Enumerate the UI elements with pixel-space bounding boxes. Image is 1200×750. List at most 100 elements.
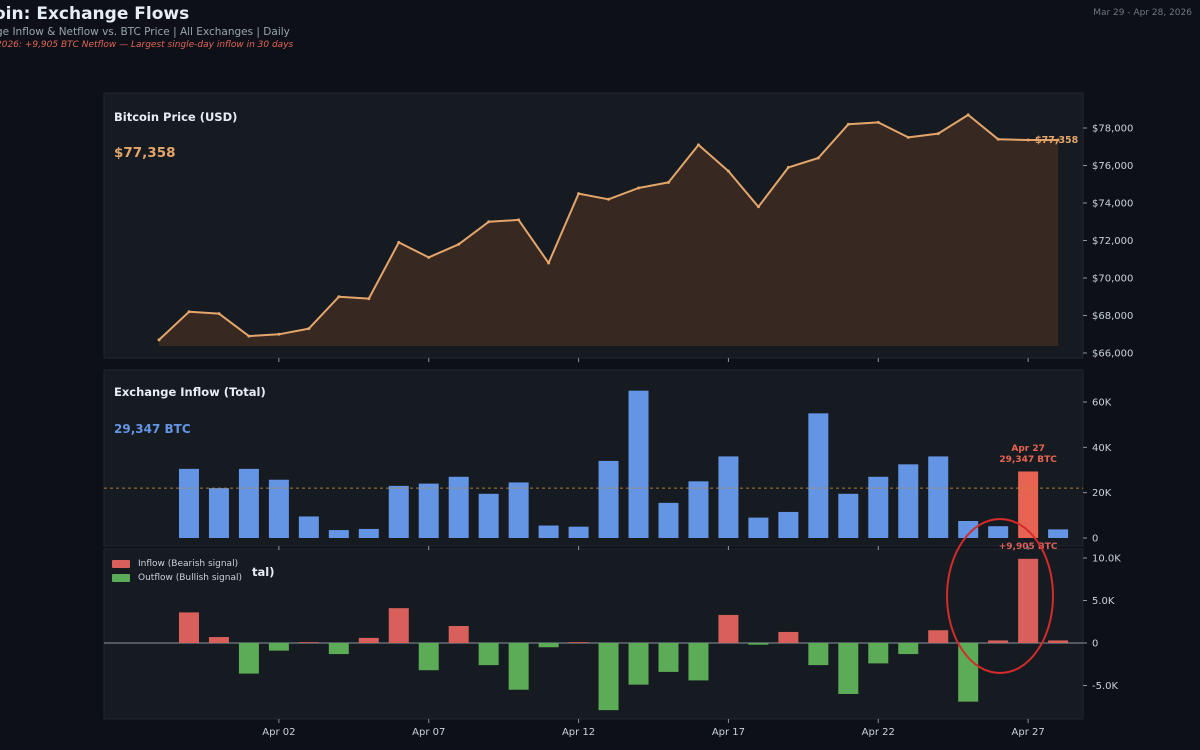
price-end-label: $77,358 (1035, 135, 1079, 146)
netflow-bar-negative (508, 643, 529, 690)
netflow-y-tick-label: 0 (1092, 639, 1098, 650)
inflow-y-tick-label: 60K (1092, 398, 1112, 409)
alert-text: 2026: +9,905 BTC Netflow — Largest singl… (0, 40, 294, 50)
netflow-bar-negative (808, 643, 829, 666)
inflow-bar (388, 485, 409, 538)
price-point (786, 165, 790, 169)
price-y-tick-label: $74,000 (1092, 199, 1133, 210)
price-point (157, 338, 161, 342)
inflow-bar (598, 460, 619, 538)
price-point (816, 156, 820, 160)
netflow-bar-positive (208, 637, 229, 643)
price-point (607, 197, 611, 201)
price-y-tick-label: $68,000 (1092, 311, 1133, 322)
price-point (996, 137, 1000, 141)
netflow-bar-negative (598, 643, 619, 711)
inflow-bar (838, 493, 859, 538)
netflow-panel-title: tal) (252, 565, 275, 579)
inflow-bar (298, 516, 319, 538)
netflow-bar-negative (418, 643, 439, 671)
netflow-bar-negative (958, 643, 979, 702)
legend-label-outflow: Outflow (Bullish signal) (138, 573, 242, 583)
x-tick-label: Apr 12 (562, 727, 595, 738)
legend-swatch-outflow (112, 574, 130, 582)
inflow-bar (778, 511, 799, 538)
price-point (547, 261, 551, 265)
price-point (1056, 138, 1060, 142)
netflow-y-tick-label: 5.0K (1092, 596, 1115, 607)
price-area (159, 114, 1059, 347)
netflow-bar-positive (448, 626, 469, 643)
inflow-bar (898, 464, 919, 538)
price-point (187, 310, 191, 314)
inflow-y-tick-label: 20K (1092, 488, 1112, 499)
inflow-y-tick-label: 0 (1092, 534, 1098, 545)
inflow-bar (478, 493, 499, 538)
netflow-bar-positive (298, 642, 319, 643)
price-y-tick-label: $78,000 (1092, 124, 1133, 135)
inflow-bar (208, 488, 229, 538)
inflow-bar (808, 413, 829, 538)
inflow-bar (1048, 529, 1069, 538)
price-point (637, 186, 641, 190)
price-point (936, 132, 940, 136)
price-y-tick-label: $76,000 (1092, 161, 1133, 172)
price-panel-title: Bitcoin Price (USD) (114, 110, 237, 124)
price-point (247, 334, 251, 338)
price-y-tick-label: $70,000 (1092, 274, 1133, 285)
netflow-bar-negative (328, 643, 349, 655)
price-point (906, 135, 910, 139)
netflow-bar-positive (1048, 640, 1069, 643)
inflow-bar (928, 456, 949, 538)
legend-label-inflow: Inflow (Bearish signal) (138, 559, 239, 569)
price-point (846, 122, 850, 126)
price-point (966, 113, 970, 117)
inflow-bar (688, 481, 709, 538)
inflow-bar (958, 521, 979, 538)
netflow-bar-positive (388, 608, 409, 643)
inflow-bar (988, 526, 1009, 538)
price-point (457, 242, 461, 246)
legend-item-inflow: Inflow (Bearish signal) (112, 557, 242, 571)
inflow-annotation-value: 29,347 BTC (999, 455, 1057, 465)
inflow-bar (718, 456, 739, 538)
price-point (487, 220, 491, 224)
netflow-bar-negative (538, 643, 559, 648)
price-point (517, 218, 521, 222)
inflow-y-tick-label: 40K (1092, 443, 1112, 454)
price-y-tick-label: $72,000 (1092, 236, 1133, 247)
netflow-bar-positive (928, 630, 949, 643)
price-y-tick-label: $66,000 (1092, 349, 1133, 360)
chart-title: oin: Exchange Flows (0, 4, 190, 24)
price-point (337, 295, 341, 299)
inflow-bar (508, 482, 529, 538)
price-point (696, 143, 700, 147)
netflow-bar-negative (868, 643, 889, 664)
price-point (756, 205, 760, 209)
netflow-bar-positive (178, 612, 199, 643)
price-point (277, 332, 281, 336)
netflow-bar-negative (898, 643, 919, 655)
inflow-bar (868, 476, 889, 538)
price-point (397, 240, 401, 244)
netflow-bar-negative (748, 643, 769, 645)
inflow-bar (748, 517, 769, 538)
price-point (367, 297, 371, 301)
netflow-y-tick-label: -5.0K (1092, 681, 1119, 692)
netflow-bar-positive (778, 631, 799, 643)
price-point (427, 255, 431, 259)
inflow-bar (418, 483, 439, 538)
inflow-bar (568, 526, 589, 538)
inflow-bar (358, 528, 379, 538)
netflow-bar-negative (628, 643, 649, 685)
inflow-bar (538, 525, 559, 538)
x-tick-label: Apr 02 (262, 727, 295, 738)
price-point (876, 120, 880, 124)
netflow-bar-positive (988, 640, 1009, 643)
netflow-bar-negative (658, 643, 679, 672)
inflow-annotation-date: Apr 27 (1011, 444, 1045, 454)
inflow-panel-title: Exchange Inflow (Total) (114, 385, 266, 399)
inflow-bar (658, 502, 679, 538)
price-point (307, 327, 311, 331)
